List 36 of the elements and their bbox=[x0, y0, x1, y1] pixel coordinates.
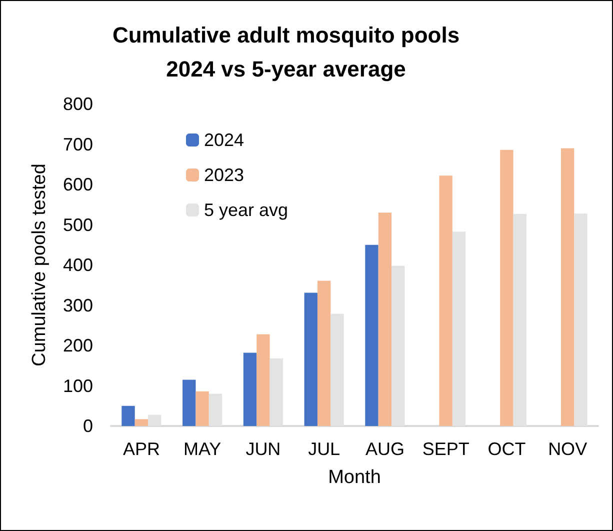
y-tick-label: 600 bbox=[62, 174, 93, 194]
x-tick-label: MAY bbox=[183, 439, 222, 459]
x-tick-label: NOV bbox=[548, 439, 588, 459]
y-tick-label: 500 bbox=[62, 214, 93, 235]
y-axis-title: Cumulative pools tested bbox=[29, 164, 50, 366]
chart-title: Cumulative adult mosquito pools 2024 vs 5-year average bbox=[112, 22, 460, 82]
y-tick-label: 200 bbox=[62, 336, 93, 356]
bar bbox=[134, 419, 148, 426]
y-tick-label: 0 bbox=[82, 416, 93, 436]
legend-label: 2023 bbox=[204, 165, 244, 185]
x-tick-label: AUG bbox=[365, 439, 404, 459]
y-tick-label: 800 bbox=[62, 94, 93, 114]
x-tick-label: APR bbox=[122, 439, 160, 459]
x-axis-title: Month bbox=[328, 467, 381, 488]
y-tick-label: 700 bbox=[62, 134, 93, 154]
y-tick-label: 400 bbox=[62, 255, 93, 275]
y-tick-label: 100 bbox=[62, 376, 93, 396]
bar bbox=[317, 280, 331, 426]
legend-label: 2024 bbox=[204, 130, 244, 150]
legend-label: 5 year avg bbox=[204, 200, 288, 220]
bar bbox=[122, 406, 135, 426]
bar bbox=[439, 176, 452, 426]
bar bbox=[500, 150, 514, 426]
x-tick-label: OCT bbox=[488, 439, 526, 459]
bar bbox=[196, 391, 209, 426]
x-tick-label: JUL bbox=[308, 439, 340, 459]
bar bbox=[243, 352, 257, 426]
bar bbox=[560, 148, 574, 426]
x-tick-label: JUN bbox=[246, 439, 281, 459]
bar bbox=[304, 292, 318, 426]
bar bbox=[378, 212, 392, 426]
bar bbox=[256, 334, 270, 426]
x-tick-label: SEPT bbox=[422, 439, 470, 459]
bar bbox=[365, 244, 378, 426]
y-tick-label: 300 bbox=[62, 295, 93, 316]
bar bbox=[182, 380, 196, 426]
